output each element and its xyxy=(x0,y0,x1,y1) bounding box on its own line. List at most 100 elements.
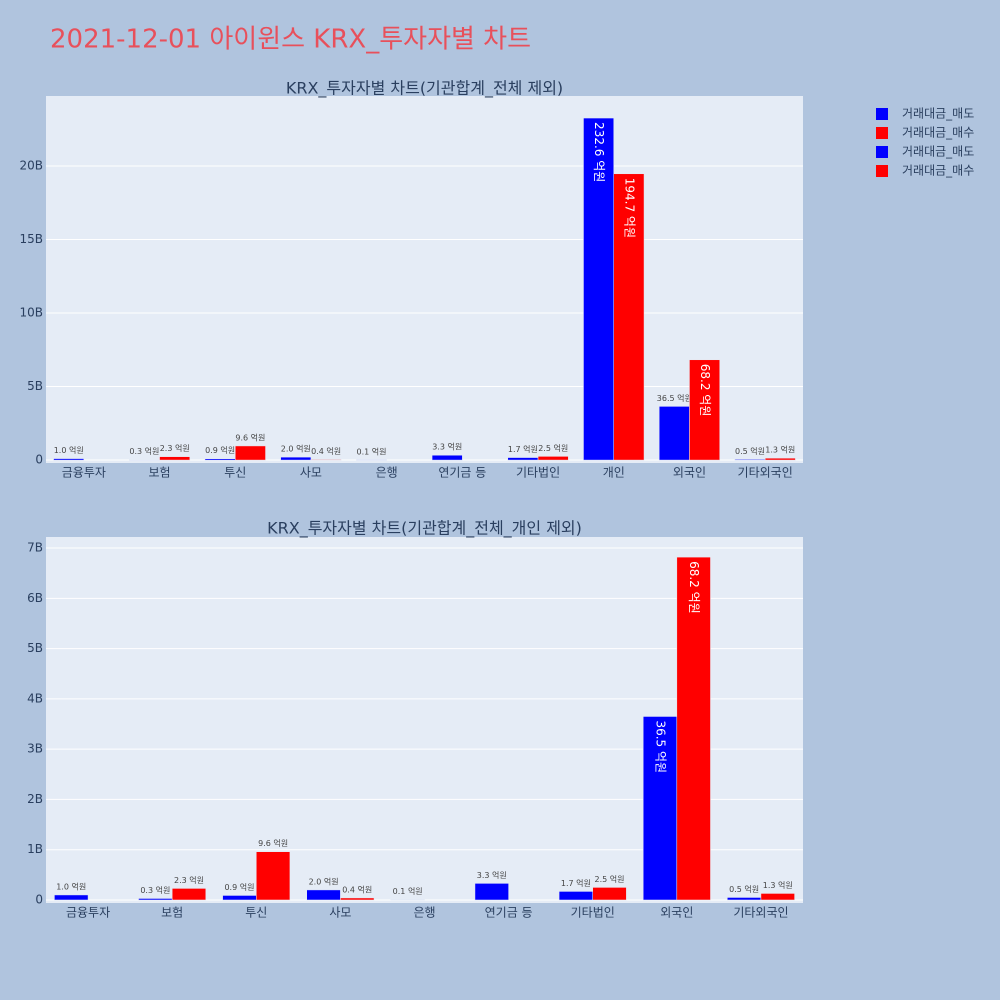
x-tick-label: 외국인 xyxy=(660,906,693,920)
legend-swatch xyxy=(876,127,888,139)
legend-label: 거래대금_매도 xyxy=(902,107,974,121)
value-label: 1.7 억원 xyxy=(561,878,591,888)
legend-label: 거래대금_매수 xyxy=(902,164,974,178)
bar xyxy=(734,459,766,461)
x-tick-label: 연기금 등 xyxy=(485,906,533,920)
y-tick-label: 5B xyxy=(27,379,43,393)
value-label: 2.0 억원 xyxy=(281,444,311,454)
y-tick-label: 4B xyxy=(27,691,43,705)
x-tick-label: 투신 xyxy=(245,906,267,920)
y-tick-label: 10B xyxy=(19,306,43,320)
x-tick-label: 은행 xyxy=(413,905,435,920)
bar xyxy=(474,883,509,901)
value-label: 0.3 억원 xyxy=(140,885,170,895)
bar xyxy=(764,457,796,461)
bar xyxy=(760,893,795,901)
value-label: 2.3 억원 xyxy=(174,875,204,885)
value-label: 2.0 억원 xyxy=(309,876,339,886)
value-label: 9.6 억원 xyxy=(258,838,288,848)
x-tick-label: 보험 xyxy=(161,906,183,920)
legend-label: 거래대금_매도 xyxy=(902,145,974,159)
bar xyxy=(689,359,720,461)
bar xyxy=(235,445,266,461)
chart-title: KRX_투자자별 차트(기관합계_전체_개인 제외) xyxy=(267,519,582,539)
value-label: 9.6 억원 xyxy=(235,432,265,442)
y-tick-label: 15B xyxy=(19,232,43,246)
y-tick-label: 3B xyxy=(27,742,43,756)
page-title: 2021-12-01 아이윈스 KRX_투자자별 차트 xyxy=(50,25,531,55)
x-tick-label: 금융투자 xyxy=(62,466,106,480)
value-label: 0.9 억원 xyxy=(205,445,235,455)
value-label: 1.3 억원 xyxy=(763,880,793,890)
value-label: 36.5 억원 xyxy=(654,720,668,773)
value-label: 0.3 억원 xyxy=(129,446,159,456)
bar xyxy=(138,898,173,901)
bar xyxy=(507,457,539,461)
bar xyxy=(390,899,425,901)
bar xyxy=(583,117,614,461)
value-label: 232.6 억원 xyxy=(592,122,606,182)
x-tick-label: 기타법인 xyxy=(516,466,560,480)
x-tick-label: 기타외국인 xyxy=(733,906,788,920)
y-tick-label: 1B xyxy=(27,842,43,856)
value-label: 2.5 억원 xyxy=(538,443,568,453)
value-label: 3.3 억원 xyxy=(477,870,507,880)
bar xyxy=(592,887,627,901)
value-label: 194.7 억원 xyxy=(622,178,636,238)
y-tick-label: 7B xyxy=(27,541,43,555)
bar xyxy=(558,891,593,901)
legend-swatch xyxy=(876,146,888,158)
bar xyxy=(306,889,341,901)
value-label: 2.5 억원 xyxy=(595,874,625,884)
legend-swatch xyxy=(876,108,888,120)
x-tick-label: 외국인 xyxy=(673,466,706,480)
value-label: 0.1 억원 xyxy=(357,446,387,456)
bar xyxy=(171,888,207,901)
x-tick-label: 투신 xyxy=(224,466,246,480)
chart-title: KRX_투자자별 차트(기관합계_전체 제외) xyxy=(286,79,563,99)
y-tick-label: 0 xyxy=(35,453,43,467)
x-tick-label: 기타법인 xyxy=(571,906,615,920)
bar xyxy=(54,894,89,901)
bar xyxy=(310,459,342,461)
bar xyxy=(53,458,85,461)
bar xyxy=(431,454,463,461)
value-label: 0.4 억원 xyxy=(342,884,372,894)
bar xyxy=(658,406,690,461)
x-tick-label: 보험 xyxy=(149,466,171,480)
value-label: 0.4 억원 xyxy=(311,446,341,456)
bar xyxy=(280,456,312,461)
value-label: 1.3 억원 xyxy=(765,445,795,455)
x-tick-label: 연기금 등 xyxy=(438,466,486,480)
bar xyxy=(676,556,711,901)
bar xyxy=(340,897,375,901)
bar xyxy=(256,851,291,901)
x-tick-label: 개인 xyxy=(603,466,625,480)
value-label: 68.2 억원 xyxy=(698,364,712,417)
bar xyxy=(222,895,257,901)
value-label: 0.5 억원 xyxy=(735,446,765,456)
value-label: 1.0 억원 xyxy=(54,445,84,455)
value-label: 68.2 억원 xyxy=(687,561,701,614)
bar xyxy=(159,456,191,461)
value-label: 1.7 억원 xyxy=(508,444,538,454)
bar xyxy=(613,173,645,461)
legend-label: 거래대금_매수 xyxy=(902,126,974,140)
y-tick-label: 6B xyxy=(27,591,43,605)
plot-area xyxy=(46,96,803,463)
bar xyxy=(727,897,762,901)
value-label: 2.3 억원 xyxy=(160,443,190,453)
legend-swatch xyxy=(876,165,888,177)
value-label: 0.5 억원 xyxy=(729,884,759,894)
bar xyxy=(537,456,569,461)
y-tick-label: 5B xyxy=(27,641,43,655)
y-tick-label: 2B xyxy=(27,792,43,806)
x-tick-label: 사모 xyxy=(329,906,351,920)
x-tick-label: 금융투자 xyxy=(66,906,110,920)
x-tick-label: 사모 xyxy=(300,466,322,480)
bar xyxy=(204,458,236,461)
value-label: 0.9 억원 xyxy=(224,882,254,892)
x-tick-label: 기타외국인 xyxy=(738,466,793,480)
value-label: 36.5 억원 xyxy=(657,393,692,403)
bar xyxy=(642,716,678,901)
